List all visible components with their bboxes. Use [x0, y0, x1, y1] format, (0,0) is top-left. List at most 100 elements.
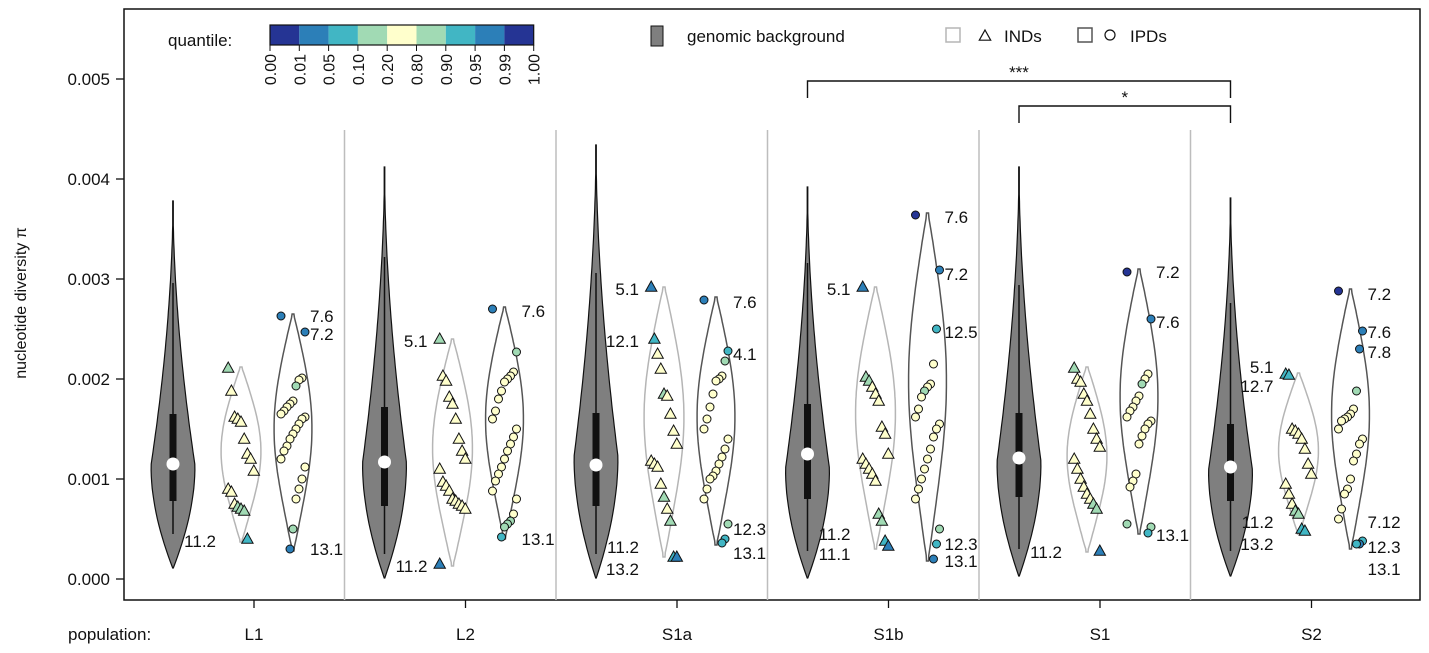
point-label: 12.1: [606, 332, 639, 351]
ipd-point: [276, 311, 286, 321]
ipd-point: [1137, 379, 1147, 389]
quantile-tick-label: 0.20: [380, 54, 397, 85]
ipd-point: [1134, 439, 1144, 449]
ind-point: [449, 411, 463, 424]
ipd-point: [488, 486, 497, 496]
ipd-point: [720, 356, 730, 366]
ipd-point: [494, 394, 503, 404]
ind-point: [1070, 461, 1084, 474]
ipd-point: [914, 484, 923, 494]
ipd-point: [702, 414, 712, 424]
population-group-L1: 7.67.2 13.1 11.2: [150, 200, 343, 569]
ipd-point: [1337, 416, 1346, 426]
ipd-point: [300, 462, 310, 472]
point-label: 7.6: [945, 208, 969, 227]
point-label: 7.6: [733, 293, 757, 312]
point-label: 12.7: [1240, 377, 1273, 396]
y-tick-label: 0.001: [67, 470, 110, 489]
quantile-swatch: [445, 25, 476, 45]
ipd-point: [294, 484, 304, 494]
ipd-point: [1346, 474, 1355, 484]
point-label: 12.3: [945, 535, 978, 554]
point-label: 7.2: [1156, 263, 1180, 282]
ind-point: [1298, 441, 1312, 454]
ipd-point: [1358, 326, 1367, 336]
ipd-point: [932, 539, 941, 549]
ipd-point: [929, 554, 938, 564]
point-label: 13.1: [522, 530, 555, 549]
ipd-point: [699, 424, 709, 434]
ipd-point: [702, 484, 712, 494]
ipd-point: [1122, 519, 1132, 529]
ipds-legend-swatch: [1077, 27, 1093, 43]
ipd-point: [723, 346, 733, 356]
ipd-point: [926, 444, 935, 454]
ipd-point: [500, 377, 509, 387]
ipd-point: [1340, 489, 1349, 499]
y-tick-label: 0.002: [67, 370, 110, 389]
ipd-point: [917, 392, 926, 402]
quantile-swatch: [387, 25, 417, 45]
point-label: 7.2: [945, 265, 969, 284]
ipd-point: [920, 464, 929, 474]
quantile-swatch: [270, 25, 300, 45]
genomic-median-point: [378, 455, 391, 469]
x-tick-label: L2: [456, 625, 475, 644]
genomic-median-point: [166, 457, 180, 471]
ind-point: [654, 476, 668, 489]
quantile-tick-label: 1.00: [527, 54, 544, 85]
population-group-S2: 7.2 7.67.8 7.12 12.3 13.1 5.112.7 11.2 13.2: [1207, 197, 1401, 579]
ipd-point: [723, 519, 733, 529]
point-label: 12.5: [945, 323, 978, 342]
y-tick-label: 0.004: [67, 170, 110, 189]
inds-violin: [643, 286, 685, 558]
ipd-point: [491, 476, 500, 486]
point-label: 11.2: [184, 532, 216, 551]
genomic-median-point: [589, 458, 603, 472]
ipd-point: [911, 412, 920, 422]
ind-point: [856, 279, 870, 292]
ind-point: [660, 388, 674, 401]
ind-point: [433, 556, 447, 569]
ipd-point: [699, 494, 709, 504]
ipd-point: [279, 446, 289, 456]
ind-point: [1067, 451, 1081, 464]
inds-violin: [220, 366, 262, 543]
triangle-icon: [978, 28, 992, 41]
quantile-tick-label: 0.05: [322, 54, 339, 85]
ind-point: [670, 549, 684, 562]
point-label: 7.6: [310, 307, 334, 326]
x-tick-label: S1a: [662, 625, 693, 644]
ind-point: [1074, 374, 1088, 387]
x-tick-label: S1b: [873, 625, 903, 644]
ipd-point: [911, 210, 920, 220]
ipd-point: [297, 474, 307, 484]
ind-point: [244, 451, 258, 464]
ind-point: [644, 279, 658, 292]
point-label: 5.1: [1250, 358, 1274, 377]
ind-point: [1067, 360, 1081, 373]
quantile-tick-label: 0.99: [497, 54, 514, 85]
ipd-point: [491, 406, 500, 416]
circle-icon: [1104, 29, 1116, 41]
ipd-point: [300, 327, 310, 337]
ipd-point: [717, 538, 727, 548]
ipd-point: [705, 474, 715, 484]
violins: 7.67.213.111.27.613.15.111.27.64.112.313…: [150, 144, 1401, 579]
ind-point: [881, 538, 895, 551]
point-label: 13.1: [733, 544, 766, 563]
ind-point: [234, 414, 248, 427]
significance-brackets: ****: [806, 63, 1232, 123]
genomic-legend-label: genomic background: [687, 27, 845, 46]
ind-point: [651, 346, 665, 359]
y-tick-label: 0.000: [67, 570, 110, 589]
inds-violin: [854, 286, 897, 550]
ind-point: [651, 459, 665, 472]
ipd-point: [914, 404, 923, 414]
quantile-swatch: [328, 25, 358, 45]
ind-point: [240, 531, 254, 544]
quantile-legend-title: quantile:: [168, 31, 232, 50]
point-label: 12.3: [1368, 538, 1401, 557]
quantile-swatch: [504, 25, 534, 45]
point-label: 11.2: [1242, 513, 1274, 532]
